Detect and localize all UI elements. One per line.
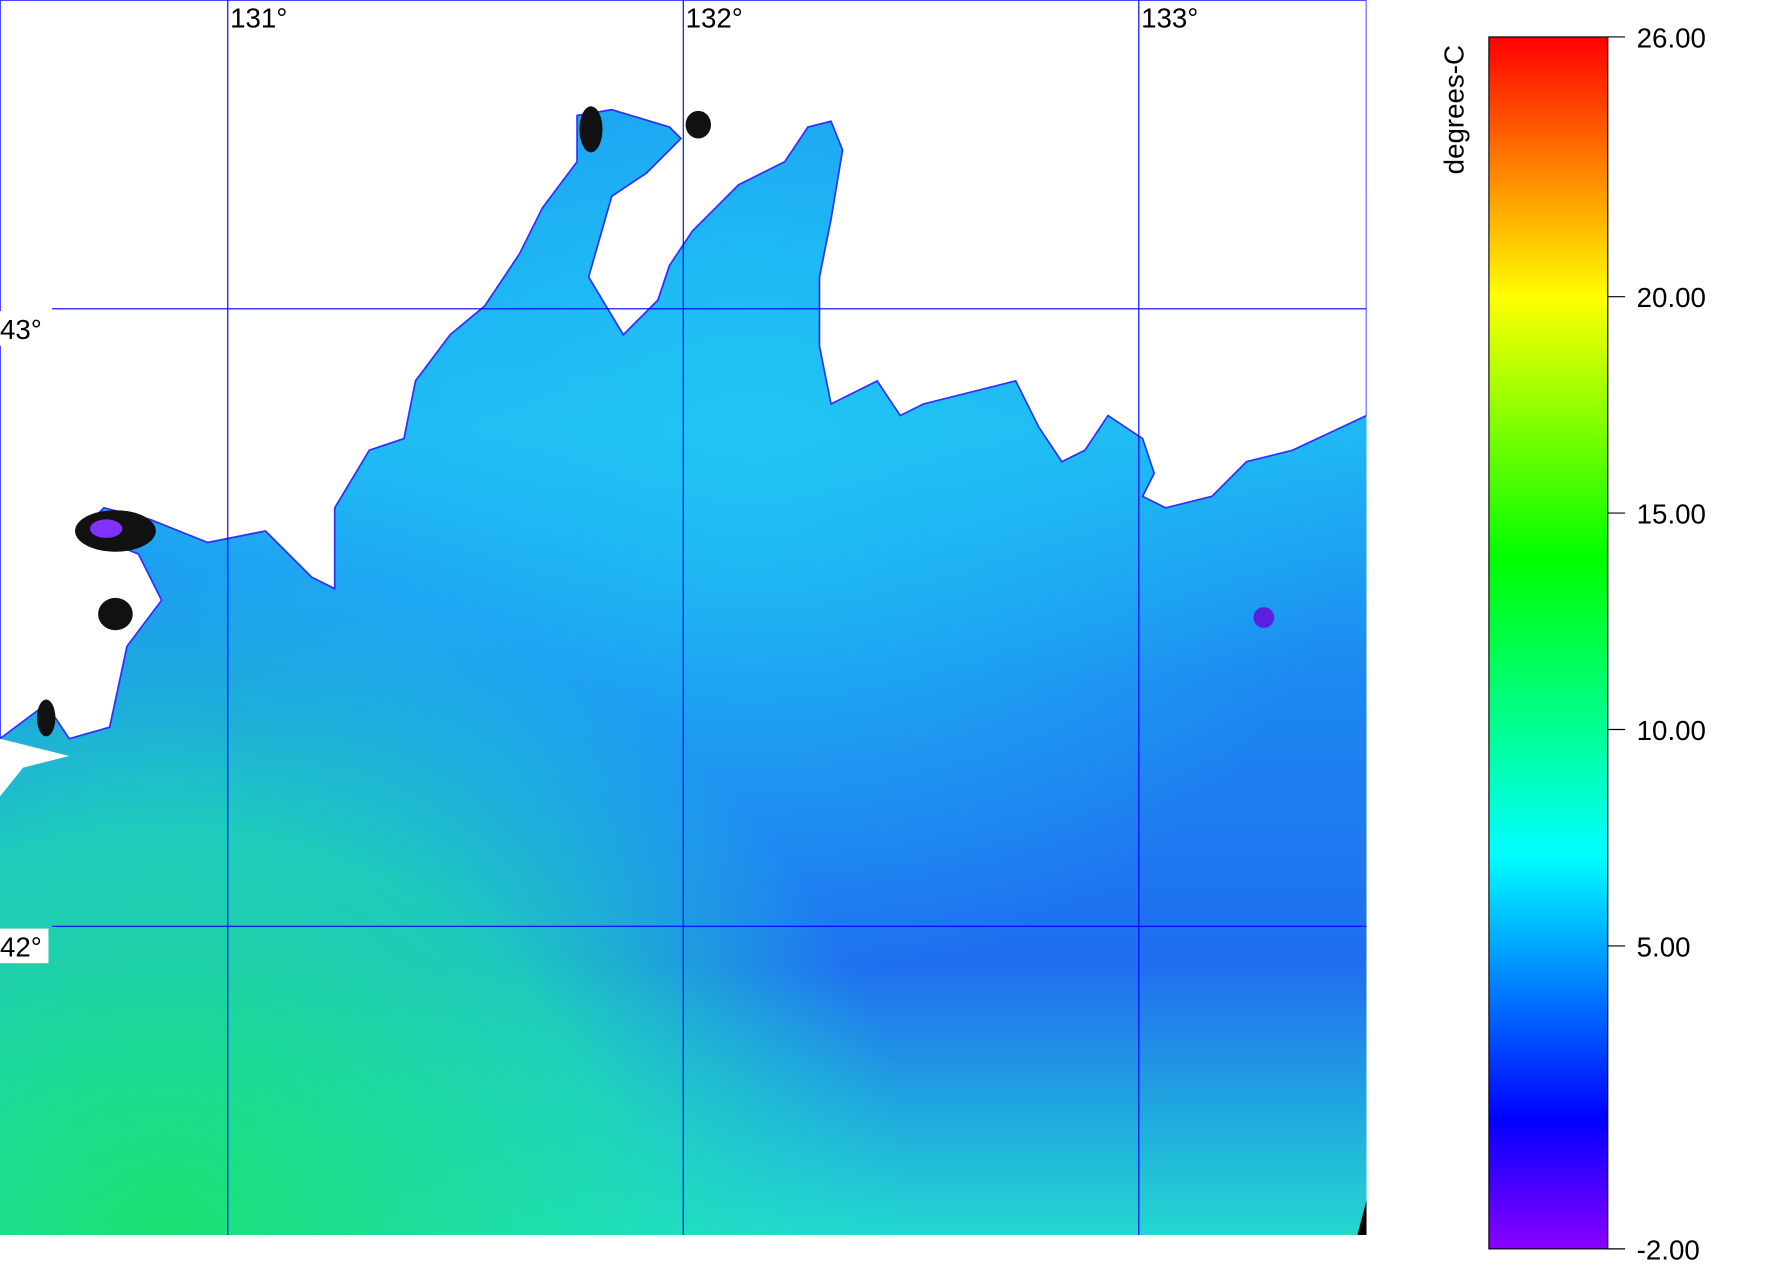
lake xyxy=(685,110,711,139)
land xyxy=(0,0,1367,740)
graticule: 131° 132° 133° 43° 42° xyxy=(0,0,1367,1236)
no-data xyxy=(1357,1200,1367,1236)
colorbar-ticks: 26.00 20.00 15.00 10.00 5.00 -2.00 xyxy=(1607,22,1706,1265)
colorbar-tick-label: 26.00 xyxy=(1637,22,1706,53)
y-tick-label: 42° xyxy=(0,931,42,962)
colorbar-tick-label: 20.00 xyxy=(1637,282,1706,313)
x-tick-label: 133° xyxy=(1141,3,1198,34)
lake xyxy=(36,699,56,737)
colorbar-tick-label: -2.00 xyxy=(1637,1234,1700,1265)
colorbar xyxy=(1488,36,1609,1250)
land xyxy=(0,738,70,797)
lake-water xyxy=(90,519,123,538)
lake xyxy=(579,106,603,153)
eddy xyxy=(1253,607,1275,628)
colorbar-label: degrees-C xyxy=(1439,45,1470,174)
lake xyxy=(98,597,133,631)
label-background xyxy=(0,928,49,964)
label-background xyxy=(0,311,49,346)
colorbar-tick-label: 15.00 xyxy=(1637,498,1706,529)
colorbar-tick-label: 10.00 xyxy=(1637,715,1706,746)
x-tick-label: 131° xyxy=(230,3,287,34)
colorbar-tick-label: 5.00 xyxy=(1637,931,1691,962)
x-tick-label: 132° xyxy=(686,3,743,34)
y-tick-label: 43° xyxy=(0,314,42,345)
